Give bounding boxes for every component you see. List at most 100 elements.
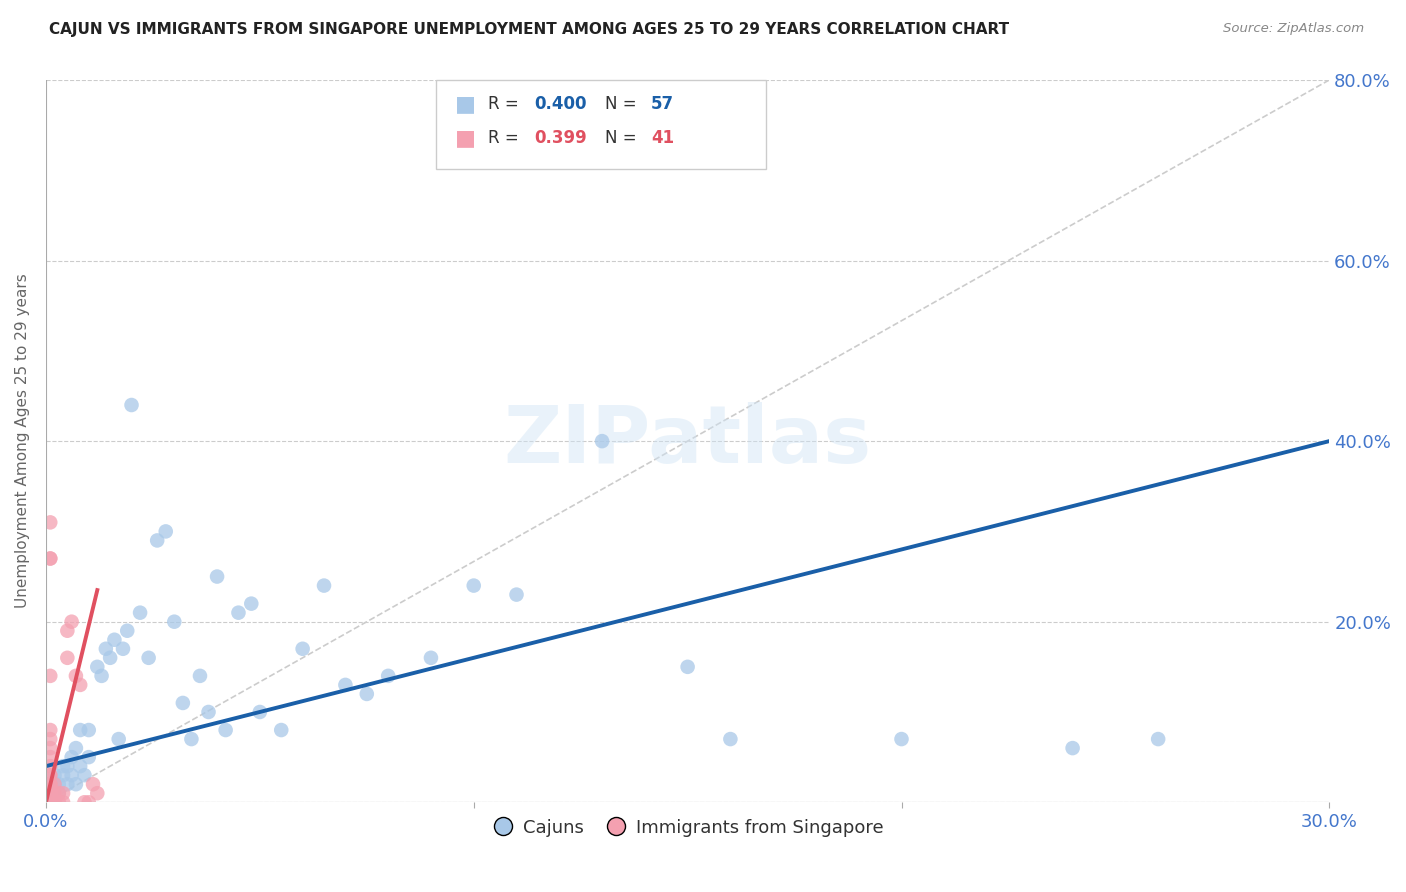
Point: [39, 768, 62, 782]
Point: [44, 795, 66, 809]
Point: [107, 732, 129, 747]
Text: CAJUN VS IMMIGRANTS FROM SINGAPORE UNEMPLOYMENT AMONG AGES 25 TO 29 YEARS CORREL: CAJUN VS IMMIGRANTS FROM SINGAPORE UNEMP…: [49, 22, 1010, 37]
Point: [718, 732, 741, 747]
Point: [52, 768, 75, 782]
Point: [44, 777, 66, 791]
Point: [39, 795, 62, 809]
Point: [39, 768, 62, 782]
Point: [82, 777, 104, 791]
Point: [129, 606, 152, 620]
Point: [420, 650, 443, 665]
Point: [60, 615, 83, 629]
Point: [39, 795, 62, 809]
Point: [39, 759, 62, 773]
Point: [121, 398, 143, 412]
Y-axis label: Unemployment Among Ages 25 to 29 years: Unemployment Among Ages 25 to 29 years: [15, 274, 30, 608]
Point: [86, 660, 108, 674]
Point: [44, 768, 66, 782]
Point: [39, 777, 62, 791]
Point: [39, 786, 62, 800]
Point: [69, 759, 91, 773]
Point: [39, 777, 62, 791]
Point: [39, 669, 62, 683]
Point: [52, 786, 75, 800]
Point: [60, 750, 83, 764]
Point: [44, 786, 66, 800]
Point: [39, 795, 62, 809]
Point: [39, 795, 62, 809]
Point: [52, 795, 75, 809]
Point: [65, 777, 87, 791]
Point: [77, 723, 100, 737]
Point: [69, 723, 91, 737]
Text: 0.399: 0.399: [534, 129, 588, 147]
Point: [138, 650, 160, 665]
Point: [463, 578, 485, 592]
Point: [39, 795, 62, 809]
Point: [146, 533, 169, 548]
Text: 41: 41: [651, 129, 673, 147]
Text: N =: N =: [605, 95, 641, 113]
Point: [39, 786, 62, 800]
Text: ■: ■: [456, 128, 475, 148]
Point: [335, 678, 357, 692]
Point: [214, 723, 236, 737]
Point: [44, 777, 66, 791]
Point: [39, 750, 62, 764]
Point: [180, 732, 202, 747]
Point: [39, 786, 62, 800]
Point: [197, 705, 219, 719]
Point: [98, 650, 121, 665]
Text: ■: ■: [456, 95, 475, 114]
Point: [56, 650, 79, 665]
Point: [172, 696, 194, 710]
Point: [56, 624, 79, 638]
Point: [65, 669, 87, 683]
Point: [39, 777, 62, 791]
Text: Source: ZipAtlas.com: Source: ZipAtlas.com: [1223, 22, 1364, 36]
Point: [249, 705, 271, 719]
Point: [73, 768, 96, 782]
Point: [39, 723, 62, 737]
Point: [39, 741, 62, 756]
Point: [44, 795, 66, 809]
Text: 0.400: 0.400: [534, 95, 586, 113]
Point: [60, 768, 83, 782]
Point: [77, 795, 100, 809]
Point: [48, 795, 70, 809]
Point: [312, 578, 335, 592]
Point: [188, 669, 211, 683]
Point: [356, 687, 378, 701]
Point: [111, 641, 134, 656]
Point: [39, 786, 62, 800]
Text: R =: R =: [488, 95, 524, 113]
Point: [103, 632, 125, 647]
Point: [377, 669, 399, 683]
Point: [205, 569, 228, 583]
Point: [39, 551, 62, 566]
Legend: Cajuns, Immigrants from Singapore: Cajuns, Immigrants from Singapore: [485, 812, 890, 844]
Point: [90, 669, 112, 683]
Text: 57: 57: [651, 95, 673, 113]
Point: [39, 551, 62, 566]
Point: [1147, 732, 1170, 747]
Text: R =: R =: [488, 129, 524, 147]
Point: [77, 750, 100, 764]
Point: [56, 777, 79, 791]
Point: [228, 606, 250, 620]
Point: [48, 777, 70, 791]
Point: [56, 759, 79, 773]
Point: [39, 777, 62, 791]
Point: [591, 434, 613, 449]
Point: [890, 732, 912, 747]
Point: [39, 786, 62, 800]
Point: [94, 641, 117, 656]
Point: [69, 678, 91, 692]
Point: [117, 624, 139, 638]
Point: [86, 786, 108, 800]
Point: [48, 786, 70, 800]
Point: [676, 660, 699, 674]
Text: ZIPatlas: ZIPatlas: [503, 402, 872, 480]
Point: [39, 732, 62, 747]
Point: [155, 524, 177, 539]
